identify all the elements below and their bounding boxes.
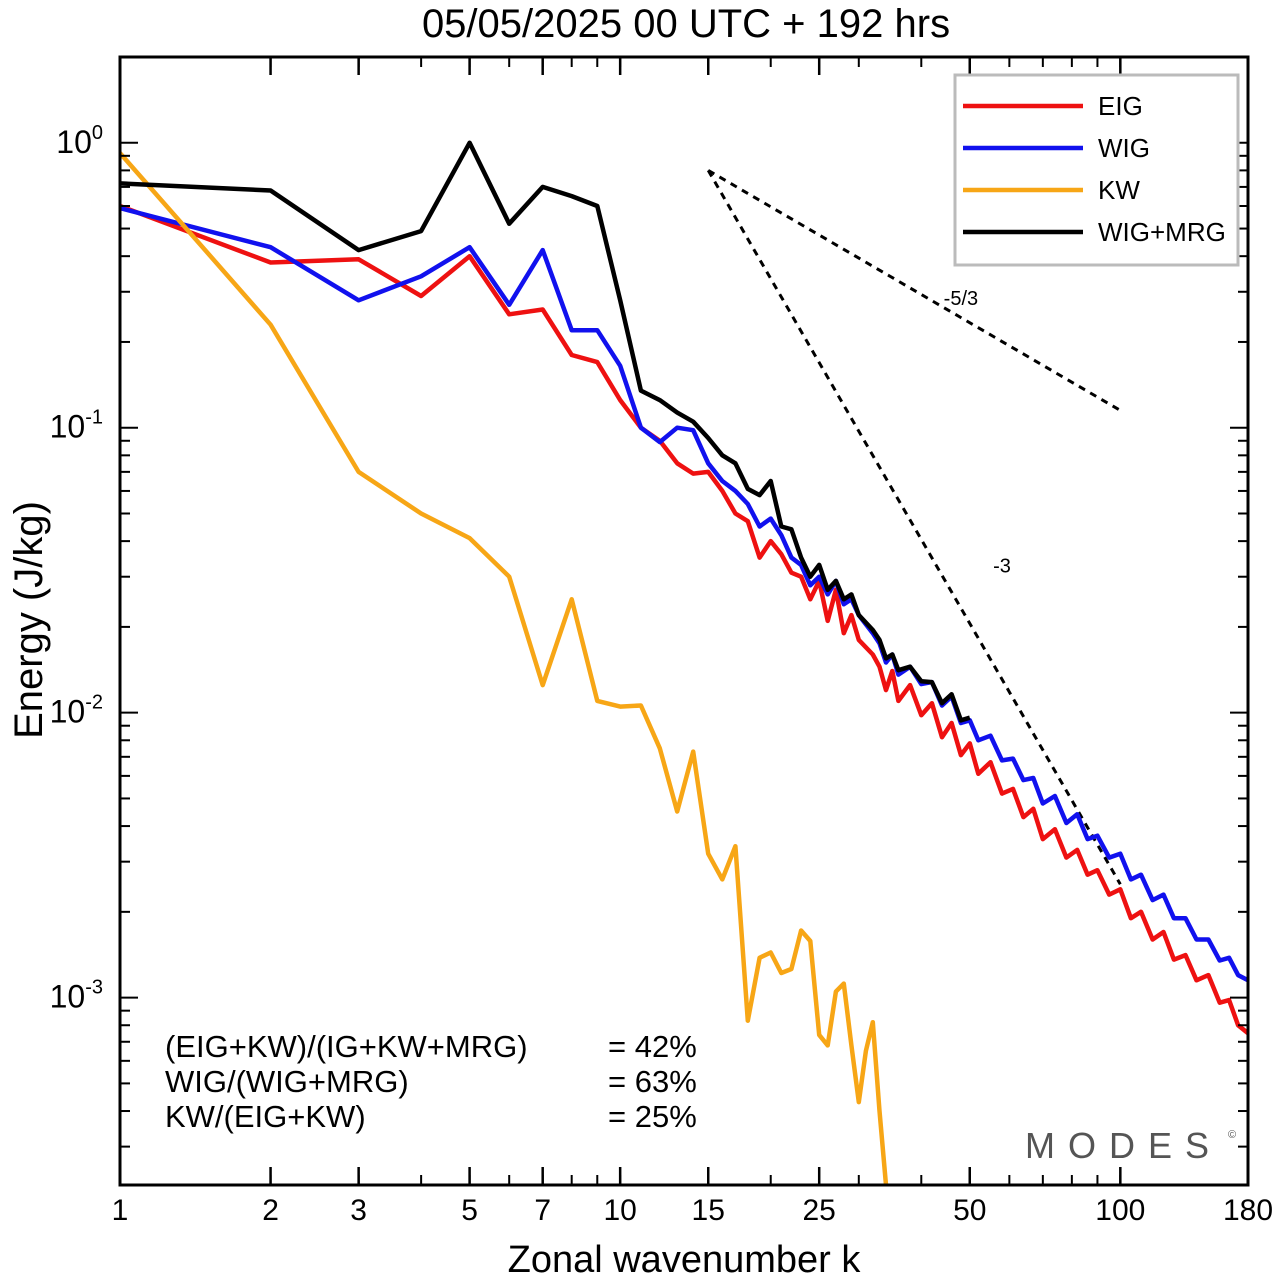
- annotation-value: = 25%: [608, 1099, 697, 1134]
- reference-slope-lines: -5/3 -3: [706, 169, 1122, 885]
- y-tick-label: 10-1: [50, 407, 103, 445]
- x-tick-label: 7: [534, 1194, 551, 1227]
- x-tick-label: 5: [461, 1194, 478, 1227]
- reference-slope-line: [707, 169, 1122, 412]
- x-axis: 1 2 3 5 7 10 15 25 50 100 180: [112, 57, 1273, 1227]
- legend-label: KW: [1098, 175, 1140, 205]
- x-tick-label: 15: [692, 1194, 725, 1227]
- series-line-eig: [120, 203, 1248, 1035]
- annotation-value: = 63%: [608, 1064, 697, 1099]
- series-line-wig: [120, 205, 1248, 983]
- modes-watermark: MODES: [1025, 1125, 1222, 1166]
- chart-title: 05/05/2025 00 UTC + 192 hrs: [422, 2, 950, 46]
- reference-slope-label: -3: [993, 556, 1011, 578]
- x-tick-label: 2: [262, 1194, 279, 1227]
- x-tick-label: 100: [1095, 1194, 1145, 1227]
- x-tick-label: 1: [112, 1194, 129, 1227]
- y-axis: 100 10-1 10-2 10-3: [50, 56, 1248, 1148]
- y-tick-label: 10-2: [50, 692, 103, 730]
- x-tick-label: 180: [1223, 1194, 1273, 1227]
- annotation-label: (EIG+KW)/(IG+KW+MRG): [165, 1029, 528, 1064]
- annotation-label: KW/(EIG+KW): [165, 1099, 366, 1134]
- legend-label: WIG+MRG: [1098, 217, 1226, 247]
- x-tick-label: 3: [350, 1194, 367, 1227]
- x-tick-label: 10: [603, 1194, 636, 1227]
- legend-label: EIG: [1098, 91, 1143, 121]
- x-tick-label: 50: [953, 1194, 986, 1227]
- annotation-value: = 42%: [608, 1029, 697, 1064]
- plot-frame: [118, 55, 1250, 1187]
- legend-label: WIG: [1098, 133, 1150, 163]
- copyright-mark: ©: [1228, 1129, 1236, 1141]
- ratio-annotations: (EIG+KW)/(IG+KW+MRG) = 42% WIG/(WIG+MRG) = …: [165, 1029, 697, 1134]
- reference-slope-label: -5/3: [944, 288, 978, 310]
- y-tick-label: 100: [56, 122, 103, 160]
- annotation-label: WIG/(WIG+MRG): [165, 1064, 409, 1099]
- series-lines: [120, 140, 1248, 1185]
- series-line-wig-mrg: [120, 140, 971, 723]
- x-axis-label: Zonal wavenumber k: [508, 1239, 862, 1281]
- y-tick-label: 10-3: [50, 977, 103, 1015]
- y-axis-label: Energy (J/kg): [7, 501, 51, 739]
- legend: EIG WIG KW WIG+MRG: [953, 73, 1240, 267]
- x-tick-label: 25: [803, 1194, 836, 1227]
- series-line-kw: [120, 151, 889, 1185]
- reference-slope-line: [706, 169, 1122, 885]
